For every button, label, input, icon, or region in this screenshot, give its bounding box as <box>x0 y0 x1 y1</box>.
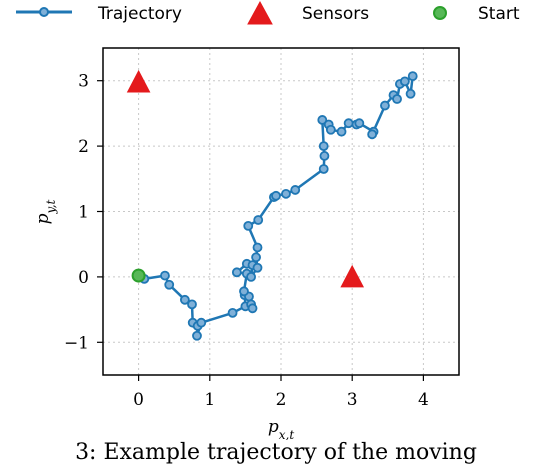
trajectory-point <box>160 270 170 281</box>
trajectory-point <box>392 94 402 104</box>
trajectory-point <box>251 252 261 263</box>
trajectory-point <box>179 294 190 305</box>
legend-sensors-marker <box>247 0 273 25</box>
trajectory-point <box>290 185 301 195</box>
figure-caption: 3: Example trajectory of the moving <box>75 440 477 465</box>
legend-sensors-label: Sensors <box>302 4 369 24</box>
grid <box>103 48 459 375</box>
trajectory-point <box>405 88 416 99</box>
legend-trajectory-marker <box>39 7 49 17</box>
plot-frame <box>102 47 460 376</box>
x-tick-label: 2 <box>276 390 287 410</box>
sensor-marker <box>126 69 151 93</box>
trajectory-point <box>380 100 390 111</box>
trajectory-chart: Trajectory Sensors Start 0 1 2 3 4 −1 0 1 2 3 py,… <box>16 0 520 440</box>
trajectory-point <box>227 307 238 318</box>
trajectory-point <box>196 317 207 328</box>
trajectory-point <box>247 303 258 314</box>
trajectory-point <box>192 330 202 341</box>
trajectory-point <box>318 164 329 174</box>
trajectory-point <box>325 124 336 135</box>
trajectory-point <box>252 242 263 253</box>
legend-trajectory-label: Trajectory <box>97 4 182 24</box>
y-tick-label: 2 <box>78 137 89 157</box>
trajectory-point <box>252 262 263 273</box>
trajectory-point <box>253 215 264 225</box>
y-tick-label: −1 <box>64 333 89 353</box>
y-tick-label: 0 <box>78 268 89 288</box>
x-tick-label: 0 <box>133 390 144 410</box>
trajectory-point <box>281 188 291 199</box>
trajectory-point <box>354 118 365 129</box>
trajectory-point <box>407 71 418 82</box>
sensors-series <box>126 69 365 288</box>
trajectory-point <box>164 279 175 290</box>
start-series <box>131 268 146 283</box>
trajectory-point <box>318 141 329 152</box>
svg-text:py,t: py,t <box>33 199 58 224</box>
start-marker <box>131 268 146 283</box>
y-axis-label: py,t <box>33 199 58 224</box>
legend: Trajectory Sensors Start <box>16 0 520 25</box>
legend-start-marker <box>433 6 447 20</box>
trajectory-point <box>399 76 410 87</box>
trajectory-point <box>336 126 347 137</box>
x-tick-label: 1 <box>204 390 215 410</box>
trajectory-point <box>231 267 242 278</box>
trajectory-point <box>243 220 254 231</box>
trajectory-point <box>367 129 378 140</box>
legend-start-label: Start <box>478 4 520 24</box>
x-tick-label: 4 <box>418 390 429 410</box>
trajectory-series <box>133 71 418 341</box>
y-tick-label: 1 <box>78 203 89 223</box>
trajectory-point <box>343 118 354 129</box>
trajectory-point <box>271 190 281 201</box>
x-tick-label: 3 <box>347 390 358 410</box>
x-axis-label: px,t <box>268 417 294 440</box>
sensor-marker <box>340 264 365 288</box>
trajectory-line <box>137 75 414 338</box>
trajectory-point <box>239 286 249 297</box>
y-tick-label: 3 <box>78 72 89 92</box>
trajectory-point <box>246 271 256 282</box>
trajectory-point <box>187 299 197 310</box>
trajectory-point <box>319 151 330 161</box>
trajectory-point <box>317 115 328 125</box>
ticks: 0 1 2 3 4 −1 0 1 2 3 <box>64 72 429 410</box>
